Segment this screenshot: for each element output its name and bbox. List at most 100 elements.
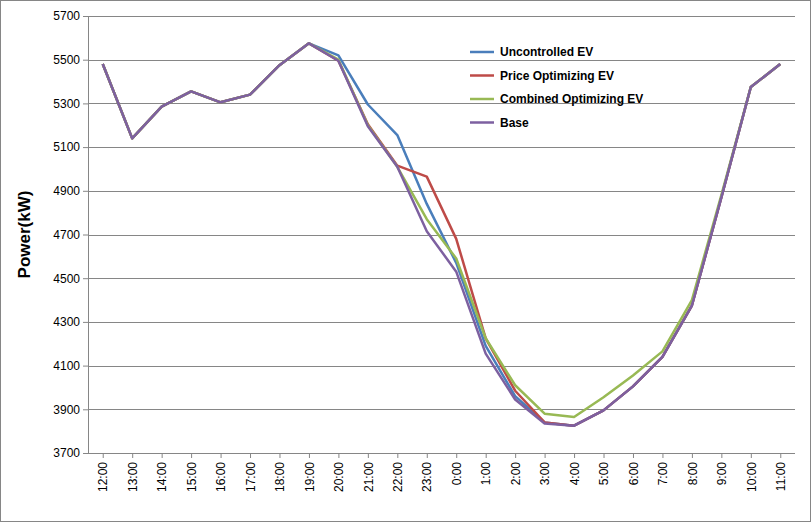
x-tick-label: 15:00 [185,462,199,492]
x-tick: 8:00 [686,453,700,485]
x-tick-label: 10:00 [745,462,759,492]
grid-line [88,147,795,148]
y-tick-label: 5100 [53,140,80,154]
y-tick-mark [83,191,88,192]
x-tick-mark [427,453,428,458]
x-tick-mark [751,453,752,458]
legend-item: Price Optimizing EV [470,69,614,83]
x-tick-label: 14:00 [155,462,169,492]
x-tick-label: 16:00 [214,462,228,492]
grid-line [88,191,795,192]
x-tick-mark [368,453,369,458]
x-tick-label: 11:00 [774,462,788,491]
x-tick-label: 17:00 [244,462,258,492]
x-tick: 21:00 [362,453,376,492]
y-tick-label: 4300 [53,315,80,329]
legend-label: Uncontrolled EV [500,45,593,59]
x-tick-label: 21:00 [362,462,376,492]
x-tick-label: 9:00 [715,462,729,486]
grid-line [88,322,795,323]
x-tick-mark [279,453,280,458]
y-tick: 5100 [53,140,88,154]
legend-item: Uncontrolled EV [470,45,593,59]
lines [103,43,781,425]
y-tick-label: 5300 [53,97,80,111]
legend-label: Price Optimizing EV [500,69,614,83]
y-tick-mark [83,147,88,148]
x-tick: 20:00 [332,453,346,492]
x-tick-mark [486,453,487,458]
x-tick-mark [545,453,546,458]
legend-label: Base [500,116,529,130]
y-tick-label: 5500 [53,53,80,67]
x-axis: 12:00 13:00 14:00 15:00 16:00 17:00 18:00 19:00… [88,453,795,492]
y-tick: 4900 [53,184,88,198]
y-tick: 5500 [53,53,88,67]
x-tick: 17:00 [244,453,258,492]
y-tick: 4500 [53,272,88,286]
x-tick-mark [250,453,251,458]
x-tick: 4:00 [568,453,582,485]
x-tick-mark [309,453,310,458]
x-tick-mark [221,453,222,458]
x-tick: 2:00 [509,453,523,485]
x-tick: 13:00 [126,453,140,492]
x-tick-mark [456,453,457,458]
y-tick-label: 3900 [53,403,80,417]
x-tick: 16:00 [214,453,228,492]
x-tick-label: 13:00 [126,462,140,492]
y-tick-mark [83,409,88,410]
x-tick: 23:00 [420,453,434,492]
x-tick-mark [574,453,575,458]
grid-line [88,103,795,104]
grid-line [88,453,795,454]
legend: Uncontrolled EVPrice Optimizing EVCombin… [470,45,643,130]
y-tick-label: 4500 [53,272,80,286]
x-tick-label: 4:00 [568,462,582,486]
grid-line [88,16,795,17]
chart-border [1,1,811,522]
legend-item: Base [470,116,529,130]
x-tick-label: 6:00 [627,462,641,486]
y-tick-label: 5700 [53,9,80,23]
series-line [103,43,781,425]
y-tick-mark [83,103,88,104]
y-tick: 4100 [53,359,88,373]
x-tick-mark [692,453,693,458]
y-tick: 5300 [53,97,88,111]
legend-swatch [470,51,494,54]
x-tick-mark [338,453,339,458]
grid-line [88,409,795,410]
x-tick-label: 8:00 [686,462,700,486]
x-tick: 11:00 [774,453,788,491]
y-tick: 3900 [53,403,88,417]
y-tick: 4700 [53,228,88,242]
x-tick-label: 1:00 [479,462,493,486]
x-tick: 19:00 [303,453,317,492]
x-tick-label: 5:00 [597,462,611,486]
legend-swatch [470,98,494,101]
x-tick: 1:00 [479,453,493,485]
grid-line [88,278,795,279]
y-tick-mark [83,235,88,236]
series-line [103,43,781,425]
x-tick: 0:00 [450,453,464,485]
grid [88,17,795,454]
grid-line [88,60,795,61]
x-tick-label: 0:00 [450,462,464,486]
x-tick-mark [162,453,163,458]
x-tick: 10:00 [745,453,759,492]
x-tick: 12:00 [96,453,110,492]
x-tick-label: 18:00 [273,462,287,492]
y-tick-label: 4100 [53,359,80,373]
x-tick-label: 3:00 [538,462,552,486]
x-tick-mark [633,453,634,458]
x-tick-label: 19:00 [303,462,317,492]
x-tick: 18:00 [273,453,287,492]
x-tick: 7:00 [656,453,670,485]
series-line [103,43,781,417]
series-line [103,43,781,425]
x-tick: 3:00 [538,453,552,485]
y-tick-mark [83,453,88,454]
x-tick-mark [604,453,605,458]
